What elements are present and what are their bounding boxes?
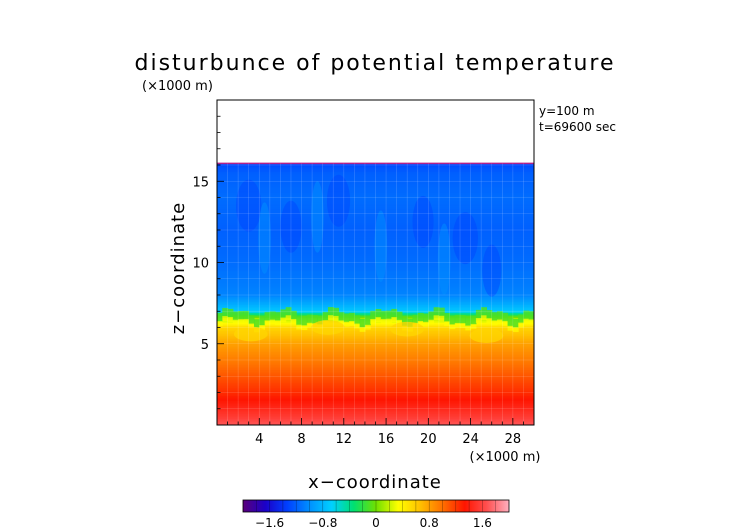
chart-title: disturbunce of potential temperature [135,51,616,76]
colorbar-tick-label: 0 [372,516,380,530]
x-axis-label: x−coordinate [308,472,442,493]
colorbar-tick-label: −0.8 [308,516,337,530]
y-unit-label: (×1000 m) [142,79,213,94]
colorbar-tick-label: −1.6 [255,516,284,530]
x-tick-label: 12 [336,432,353,447]
x-tick-label: 20 [420,432,437,447]
y-tick-label: 15 [192,175,209,190]
x-tick-label: 16 [378,432,395,447]
x-tick-label: 4 [255,432,263,447]
x-tick-label: 28 [505,432,522,447]
annotation-y: y=100 m [539,104,595,118]
y-tick-label: 5 [201,338,209,353]
y-tick-label: 10 [192,257,209,272]
x-tick-label: 8 [297,432,305,447]
x-tick-label: 24 [462,432,479,447]
x-unit-label: (×1000 m) [470,450,541,465]
y-axis-label: z−coordinate [168,202,189,335]
annotation-time: t=69600 sec [539,120,616,134]
heatmap-field [217,162,534,425]
colorbar-tick-label: 0.8 [420,516,439,530]
colorbar-tick-label: 1.6 [473,516,492,530]
